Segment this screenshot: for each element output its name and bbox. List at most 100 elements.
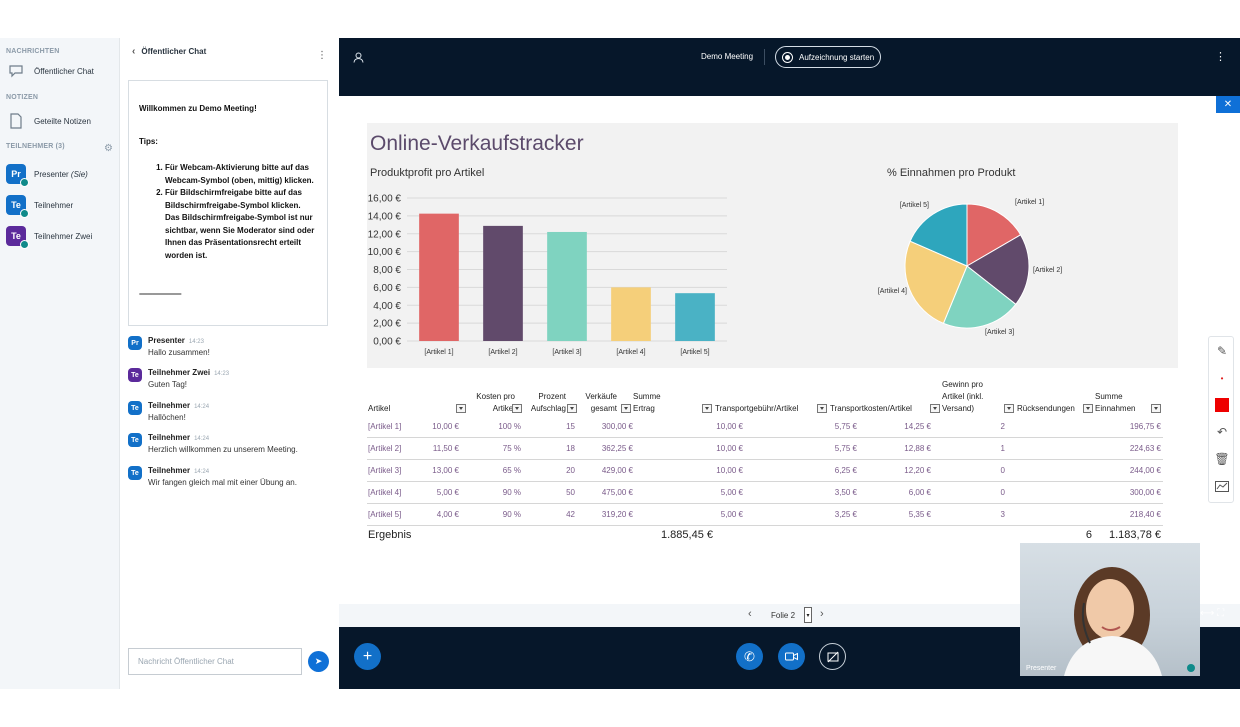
table-cell: 6,00 € xyxy=(908,488,931,497)
sidebar-item-public-chat[interactable]: Öffentlicher Chat xyxy=(6,62,94,80)
column-header: Transportkosten/Artikel xyxy=(830,404,912,413)
slide-label: Folie 2 xyxy=(771,611,796,620)
undo-icon[interactable]: ↶ xyxy=(1216,425,1228,439)
avatar: Te xyxy=(128,368,142,382)
filter-dropdown-icon[interactable] xyxy=(456,404,466,413)
chevron-right-icon[interactable]: › xyxy=(820,608,824,620)
screenshare-off-icon xyxy=(827,651,838,662)
filter-dropdown-icon[interactable] xyxy=(512,404,522,413)
table-cell: 5,00 € xyxy=(720,488,743,497)
filter-dropdown-icon[interactable] xyxy=(1083,404,1093,413)
avatar: Te xyxy=(6,195,29,218)
webcam-button[interactable] xyxy=(778,643,805,670)
table-cell: [Artikel 2] xyxy=(368,444,402,453)
pie-label: [Artikel 5] xyxy=(900,202,929,209)
x-tick-label: [Artikel 2] xyxy=(488,349,517,356)
column-header: Rücksendungen xyxy=(1017,404,1075,413)
bar xyxy=(611,287,651,341)
more-options-icon[interactable]: ⋮ xyxy=(1215,51,1226,63)
table-cell: 300,00 € xyxy=(601,422,633,431)
y-tick-label: 16,00 € xyxy=(368,194,402,205)
filter-dropdown-icon[interactable] xyxy=(1004,404,1014,413)
table-cell: 5,35 € xyxy=(908,510,931,519)
webcam-video[interactable]: Presenter xyxy=(1020,543,1200,676)
y-tick-label: 2,00 € xyxy=(373,319,401,330)
participant-presenter[interactable]: Pr Presenter (Sie) xyxy=(6,164,88,187)
sidebar: NACHRICHTEN Öffentlicher Chat NOTIZEN Ge… xyxy=(0,38,120,689)
fullscreen-icon[interactable]: ⟷ ⛶ xyxy=(1200,608,1225,619)
chat-message-input[interactable]: Nachricht Öffentlicher Chat xyxy=(128,648,302,675)
pie-chart-title: % Einnahmen pro Produkt xyxy=(887,167,1016,179)
slide-select-dropdown[interactable]: ▾ xyxy=(804,607,812,623)
chat-header[interactable]: ‹ Öffentlicher Chat xyxy=(132,46,206,57)
message-text: Hallöchen! xyxy=(148,413,186,422)
bar-chart: 0,00 € 2,00 € 4,00 € 6,00 € 8,00 € 10,00 € 12,… xyxy=(368,194,727,356)
tips-list: Für Webcam-Aktivierung bitte auf das Web… xyxy=(139,162,317,262)
send-icon: ➤ xyxy=(314,656,323,666)
filter-dropdown-icon[interactable] xyxy=(567,404,577,413)
bar xyxy=(419,213,459,341)
column-header: Summe Ertrag xyxy=(633,392,661,413)
more-options-icon[interactable]: ⋮ xyxy=(317,50,327,61)
participant-name: Teilnehmer Zwei xyxy=(34,231,93,241)
pie-slice xyxy=(966,203,1022,267)
whiteboard-icon[interactable] xyxy=(1209,474,1235,498)
pie-label: [Artikel 2] xyxy=(1033,267,1062,274)
chat-bubble-icon xyxy=(6,62,26,80)
send-button[interactable]: ➤ xyxy=(308,651,329,672)
dot-size-icon[interactable]: • xyxy=(1220,373,1224,383)
chat-message: Te Teilnehmer Zwei 14:23 Guten Tag! xyxy=(128,368,229,389)
meeting-title: Demo Meeting xyxy=(701,52,754,61)
close-icon: ✕ xyxy=(1223,99,1233,110)
slide-title: Online-Verkaufstracker xyxy=(370,132,584,155)
record-button[interactable]: Aufzeichnung starten xyxy=(775,46,881,68)
chevron-left-icon[interactable]: ‹ xyxy=(748,608,752,620)
table-cell: [Artikel 1] xyxy=(368,422,402,431)
pencil-icon[interactable]: ✎ xyxy=(1216,344,1228,358)
column-header: Gewinn pro Artikel (inkl. Versand) xyxy=(942,380,984,413)
participant-teilnehmer[interactable]: Te Teilnehmer xyxy=(6,195,73,218)
table-cell: 11,50 € xyxy=(432,444,459,453)
table-cell: 90 % xyxy=(502,488,521,497)
table-cell: 10,00 € xyxy=(716,466,743,475)
actions-plus-button[interactable]: + xyxy=(354,643,381,670)
presentation-area: ✕ Online-Verkaufstracker Produktprofit p… xyxy=(339,96,1240,627)
color-picker-button[interactable] xyxy=(1209,393,1235,417)
user-icon[interactable] xyxy=(353,52,364,66)
filter-dropdown-icon[interactable] xyxy=(1151,404,1161,413)
screenshare-button[interactable] xyxy=(819,643,846,670)
y-tick-label: 0,00 € xyxy=(373,337,401,348)
column-header: Verkäufe gesamt xyxy=(585,392,617,413)
red-swatch-icon xyxy=(1215,398,1229,412)
avatar: Te xyxy=(128,401,142,415)
filter-dropdown-icon[interactable] xyxy=(702,404,712,413)
sidebar-item-shared-notes[interactable]: Geteilte Notizen xyxy=(6,112,91,130)
table-cell: 300,00 € xyxy=(1129,488,1161,497)
x-tick-label: [Artikel 1] xyxy=(424,349,453,356)
filter-dropdown-icon[interactable] xyxy=(817,404,827,413)
gear-icon[interactable]: ⚙ xyxy=(104,143,113,154)
chat-message: Te Teilnehmer 14:24 Herzlich willkommen zu… xyxy=(128,433,298,454)
tip-item: Für Webcam-Aktivierung bitte auf das Web… xyxy=(165,162,317,187)
table-cell: 475,00 € xyxy=(601,488,633,497)
trash-icon[interactable]: 🗑 xyxy=(1214,452,1230,466)
chevron-left-icon[interactable]: ‹ xyxy=(132,46,136,57)
audio-button[interactable]: ✆ xyxy=(736,643,763,670)
participants-header: TEILNEHMER (3) xyxy=(6,143,65,150)
bottom-actions: + ✆ xyxy=(339,627,1240,689)
avatar: Te xyxy=(128,433,142,447)
close-presentation-button[interactable]: ✕ xyxy=(1216,96,1240,113)
record-icon xyxy=(782,51,793,63)
avatar: Pr xyxy=(128,336,142,350)
table-cell: [Artikel 5] xyxy=(368,510,402,519)
column-header: Prozent Aufschlag xyxy=(530,392,566,413)
table-cell: 0 xyxy=(1000,466,1005,475)
welcome-line: Willkommen zu Demo Meeting! xyxy=(139,104,257,113)
participant-teilnehmer-zwei[interactable]: Te Teilnehmer Zwei xyxy=(6,226,93,249)
filter-dropdown-icon[interactable] xyxy=(930,404,940,413)
column-header: Summe Einnahmen xyxy=(1095,392,1136,413)
y-tick-label: 8,00 € xyxy=(373,265,401,276)
filter-dropdown-icon[interactable] xyxy=(621,404,631,413)
table-cell: 429,00 € xyxy=(601,466,633,475)
camera-icon xyxy=(785,652,798,661)
